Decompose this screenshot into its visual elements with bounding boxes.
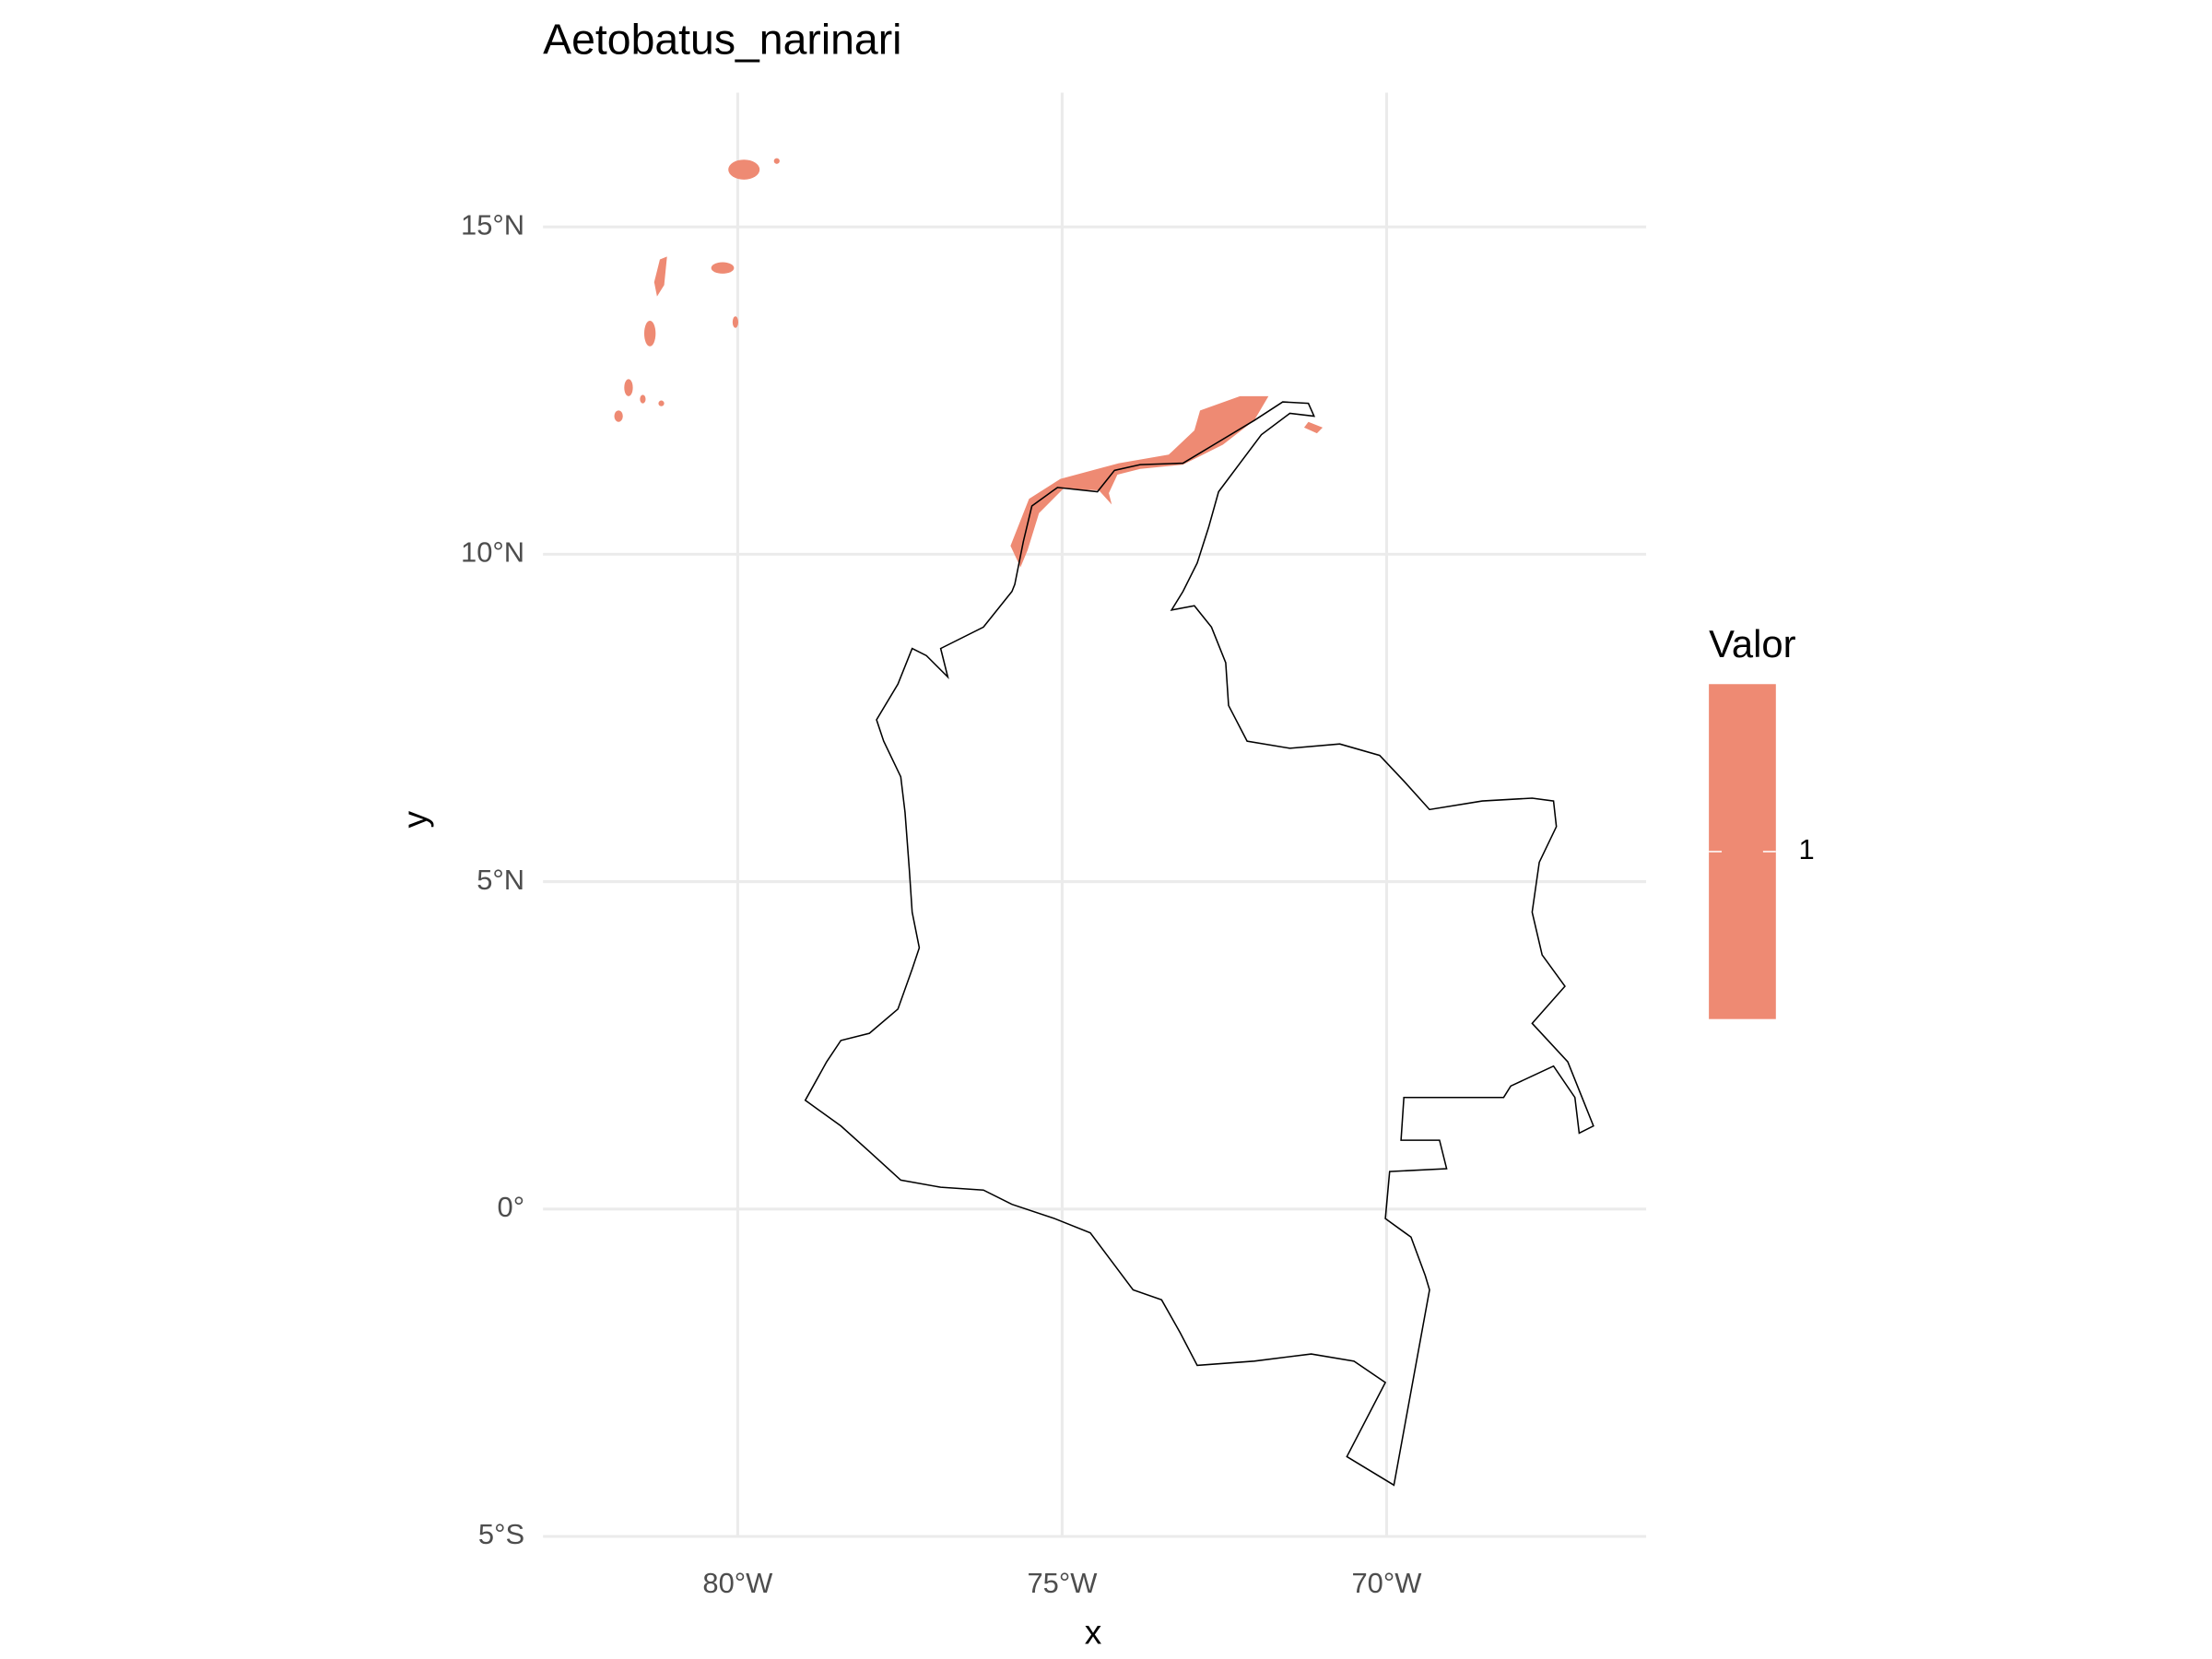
island-range [773, 158, 780, 164]
coastal-range [1303, 421, 1324, 434]
island-range [728, 159, 760, 180]
y-axis-title: y [395, 810, 434, 828]
distribution-areas [614, 158, 1324, 568]
x-tick-label: 70°W [1351, 1567, 1422, 1599]
y-tick-label: 0° [498, 1191, 525, 1223]
y-tick-label: 5°N [477, 864, 524, 896]
island-range [653, 256, 667, 297]
grid [543, 92, 1647, 1538]
y-tick-label: 10°N [461, 536, 524, 569]
chart-title: Aetobatus_narinari [543, 16, 901, 64]
legend-title: Valor [1709, 622, 1795, 665]
island-range [640, 394, 646, 404]
legend: Valor 1 [1709, 622, 1815, 1019]
y-tick-label: 15°N [461, 208, 524, 241]
island-range [643, 320, 656, 347]
x-tick-label: 75°W [1027, 1567, 1098, 1599]
island-range [624, 379, 633, 396]
island-range [658, 400, 665, 406]
coastal-range [1010, 395, 1269, 568]
island-range [732, 316, 739, 328]
x-tick-label: 80°W [702, 1567, 773, 1599]
island-range [711, 262, 735, 274]
axes: 80°W 75°W 70°W 5°S 0° 5°N 10°N 15°N [461, 208, 1422, 1598]
y-tick-label: 5°S [478, 1518, 524, 1550]
legend-label: 1 [1799, 833, 1815, 865]
island-range [614, 410, 623, 422]
country-outline [804, 401, 1594, 1487]
x-axis-title: x [1085, 1613, 1102, 1652]
